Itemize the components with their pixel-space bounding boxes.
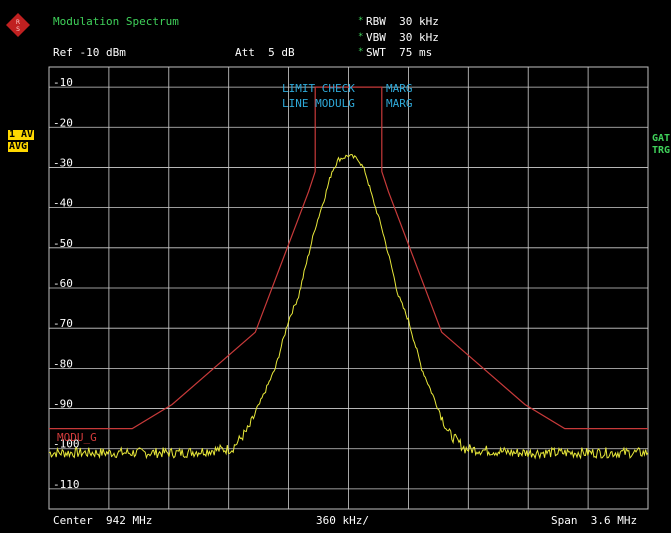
y-tick-label: -50 [53, 237, 73, 250]
y-tick-label: -90 [53, 398, 73, 411]
svg-text:S: S [16, 26, 20, 33]
avg-badge: AVG [8, 141, 29, 152]
y-tick-label: -70 [53, 317, 73, 330]
limit-line-path [49, 86, 648, 430]
y-tick-label: -100 [53, 438, 80, 451]
limit-line-name: MODU_G [57, 431, 97, 444]
y-tick-label: -30 [53, 156, 73, 169]
swt-setting: SWT 75 ms [366, 46, 433, 59]
y-tick-label: -40 [53, 197, 73, 210]
y-tick-label: -60 [53, 277, 73, 290]
y-axis-ticks: -10 -20 -30 -40 -50 -60 -70 -80 -90 -100 -110 [53, 76, 80, 491]
measurement-title: Modulation Spectrum [53, 15, 179, 28]
limit-check-result: MARG [386, 82, 413, 95]
center-frequency: Center 942 MHz [53, 514, 153, 527]
vbw-setting: VBW 30 kHz [366, 31, 439, 44]
limit-line-result: MARG [386, 97, 413, 110]
frequency-span: Span 3.6 MHz [551, 514, 638, 527]
gate-indicator: GAT [652, 133, 671, 144]
svg-text:R: R [16, 19, 20, 26]
rbw-star: * [358, 16, 364, 26]
trace-path [48, 153, 649, 460]
y-tick-label: -110 [53, 478, 80, 491]
frequency-per-division: 360 kHz/ [316, 514, 369, 527]
vbw-star: * [358, 32, 364, 42]
attenuation: Att 5 dB [235, 46, 295, 59]
rohde-schwarz-logo-icon: R S [6, 13, 30, 37]
ref-level: Ref -10 dBm [53, 46, 126, 59]
y-tick-label: -20 [53, 116, 73, 129]
y-tick-label: -10 [53, 76, 73, 89]
limit-check-label: LIMIT CHECK [282, 82, 355, 95]
trigger-indicator: TRG [652, 145, 671, 156]
grid [49, 67, 648, 509]
swt-star: * [358, 47, 364, 57]
rbw-setting: RBW 30 kHz [366, 15, 439, 28]
limit-line-label: LINE MODULG [282, 97, 355, 110]
y-tick-label: -80 [53, 357, 73, 370]
limit-line [49, 86, 648, 430]
trace-1 [48, 153, 649, 460]
trace-mode-badge: 1 AV [8, 129, 35, 140]
